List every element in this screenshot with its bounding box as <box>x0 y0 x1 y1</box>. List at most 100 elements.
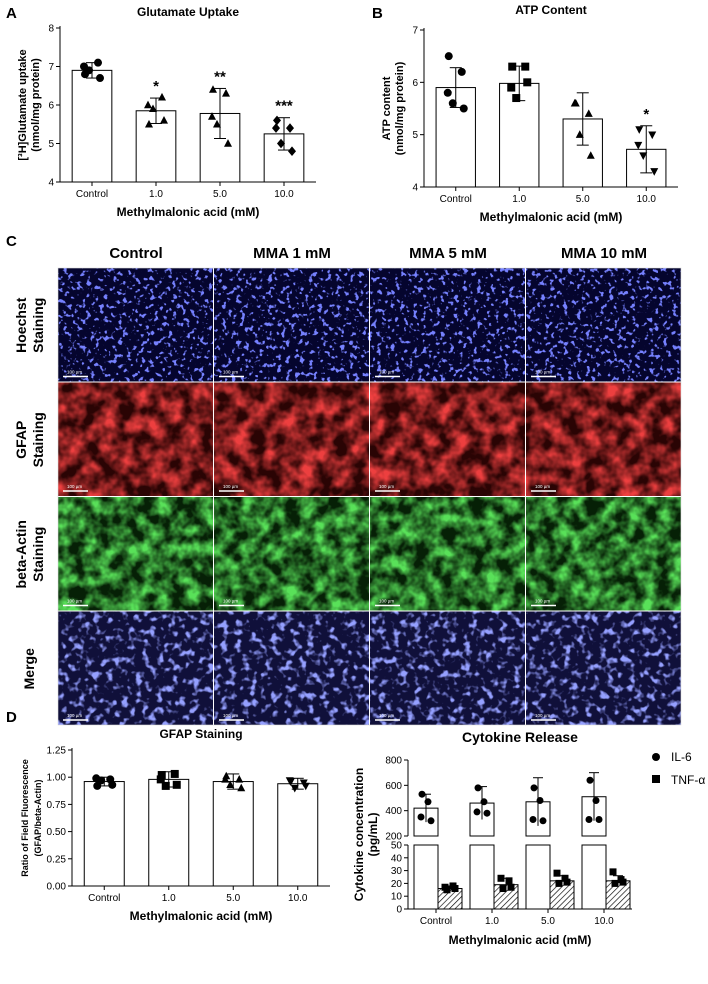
x-tick-label: 10.0 <box>288 893 308 904</box>
data-point <box>448 99 457 108</box>
data-point <box>226 780 235 789</box>
data-point-il6 <box>483 809 491 817</box>
y-tick-label: 40 <box>391 853 403 864</box>
data-point <box>92 774 101 783</box>
data-point <box>213 119 221 128</box>
data-point-il6 <box>474 784 482 792</box>
data-point <box>443 88 452 97</box>
column-header: MMA 5 mM <box>409 245 487 262</box>
data-point <box>273 115 281 126</box>
data-point-tnf <box>561 874 569 882</box>
scale-bar-label: 100 µm <box>223 370 238 375</box>
panel-letter-d: D <box>6 709 17 726</box>
data-point <box>634 141 643 150</box>
micrograph-texture <box>526 611 681 725</box>
x-axis-label: Methylmalonic acid (mM) <box>130 909 273 923</box>
data-point-tnf <box>555 879 563 887</box>
micrograph-texture <box>58 497 213 611</box>
micrograph-texture <box>58 382 213 496</box>
data-point <box>156 775 165 784</box>
data-point <box>222 89 230 97</box>
x-axis-label: Methylmalonic acid (mM) <box>449 933 592 947</box>
x-tick-label: 10.0 <box>594 916 614 927</box>
bar <box>277 783 319 887</box>
bar <box>71 69 113 183</box>
x-tick-label: 5.0 <box>576 194 590 205</box>
data-point-tnf <box>611 879 619 887</box>
y-axis-label-units: (GFAP/beta-Actin) <box>33 779 43 856</box>
row-label-sub: Staining <box>30 527 46 582</box>
micrograph-texture <box>526 268 681 382</box>
data-point <box>584 109 593 117</box>
bar <box>212 781 254 887</box>
data-point-tnf <box>499 885 507 893</box>
data-point-tnf <box>507 883 515 891</box>
data-point-il6 <box>529 816 537 824</box>
chart-glutamate-uptake: Glutamate Uptake 4 5 6 7 8 [³H]Glutamate uptak… <box>17 5 316 219</box>
y-axis-label: ATP content <box>381 76 393 140</box>
y-tick-label: 800 <box>385 756 402 767</box>
chart-title: Glutamate Uptake <box>137 5 239 19</box>
data-point <box>570 98 579 107</box>
data-point-il6 <box>539 817 547 825</box>
data-point <box>521 62 530 71</box>
data-point <box>272 123 280 133</box>
data-point <box>96 74 104 83</box>
x-axis-label: Methylmalonic acid (mM) <box>117 205 260 219</box>
row-label-sub: Staining <box>30 412 46 467</box>
y-tick-label: 600 <box>385 781 402 792</box>
chart-title: GFAP Staining <box>159 727 242 741</box>
data-point <box>108 780 117 789</box>
significance-label: ** <box>214 68 226 85</box>
micrograph-texture <box>214 268 369 382</box>
data-point-tnf <box>553 869 561 877</box>
data-point-il6 <box>480 798 488 806</box>
data-point-tnf <box>497 874 505 882</box>
scale-bar-label: 100 µm <box>67 370 82 375</box>
chart-gfap-staining: GFAP Staining 0.00 0.25 0.50 0.75 1.00 1.25 Rat… <box>20 727 330 923</box>
y-axis-label-units: (pg/mL) <box>366 813 380 857</box>
x-tick-label: 5.0 <box>213 189 227 200</box>
data-point <box>149 104 157 113</box>
micrograph-texture <box>58 268 213 382</box>
x-tick-label: Control <box>88 893 120 904</box>
data-point <box>459 104 468 113</box>
x-tick-label: 10.0 <box>274 189 294 200</box>
y-tick-label: 6 <box>48 101 54 112</box>
y-tick-label: 0.00 <box>47 882 67 893</box>
data-point <box>586 151 595 159</box>
data-point <box>635 126 644 134</box>
data-point <box>157 771 166 780</box>
x-tick-label: 1.0 <box>512 194 526 205</box>
data-point-il6 <box>536 797 544 805</box>
data-point-il6 <box>595 816 603 824</box>
chart-atp-content: ATP Content 4 5 6 7 ATP content (nmol/mg prote… <box>381 3 678 224</box>
data-point <box>301 782 310 791</box>
legend-marker-il6 <box>652 753 660 761</box>
y-axis-label: [³H]Glutamate uptake <box>17 49 29 160</box>
data-point <box>221 774 230 783</box>
x-tick-label: 5.0 <box>541 916 555 927</box>
micrograph-texture <box>526 382 681 496</box>
data-point <box>160 116 168 124</box>
micrograph-texture <box>58 611 213 725</box>
data-point-tnf <box>451 885 459 893</box>
y-tick-label: 200 <box>385 832 402 843</box>
data-point-tnf <box>609 868 617 876</box>
y-tick-label: 1.00 <box>47 773 67 784</box>
data-point-tnf <box>505 877 513 885</box>
x-axis-label: Methylmalonic acid (mM) <box>480 210 623 224</box>
data-point-il6 <box>586 776 594 784</box>
y-tick-label: 50 <box>391 841 403 852</box>
scale-bar-label: 100 µm <box>223 599 238 604</box>
data-point <box>237 783 246 792</box>
data-point <box>158 92 166 101</box>
micrograph-texture <box>214 497 369 611</box>
y-tick-label: 8 <box>48 24 54 35</box>
data-point <box>639 152 648 160</box>
chart-title: ATP Content <box>515 3 587 17</box>
x-tick-label: 10.0 <box>637 194 657 205</box>
y-tick-label: 0 <box>396 905 402 916</box>
